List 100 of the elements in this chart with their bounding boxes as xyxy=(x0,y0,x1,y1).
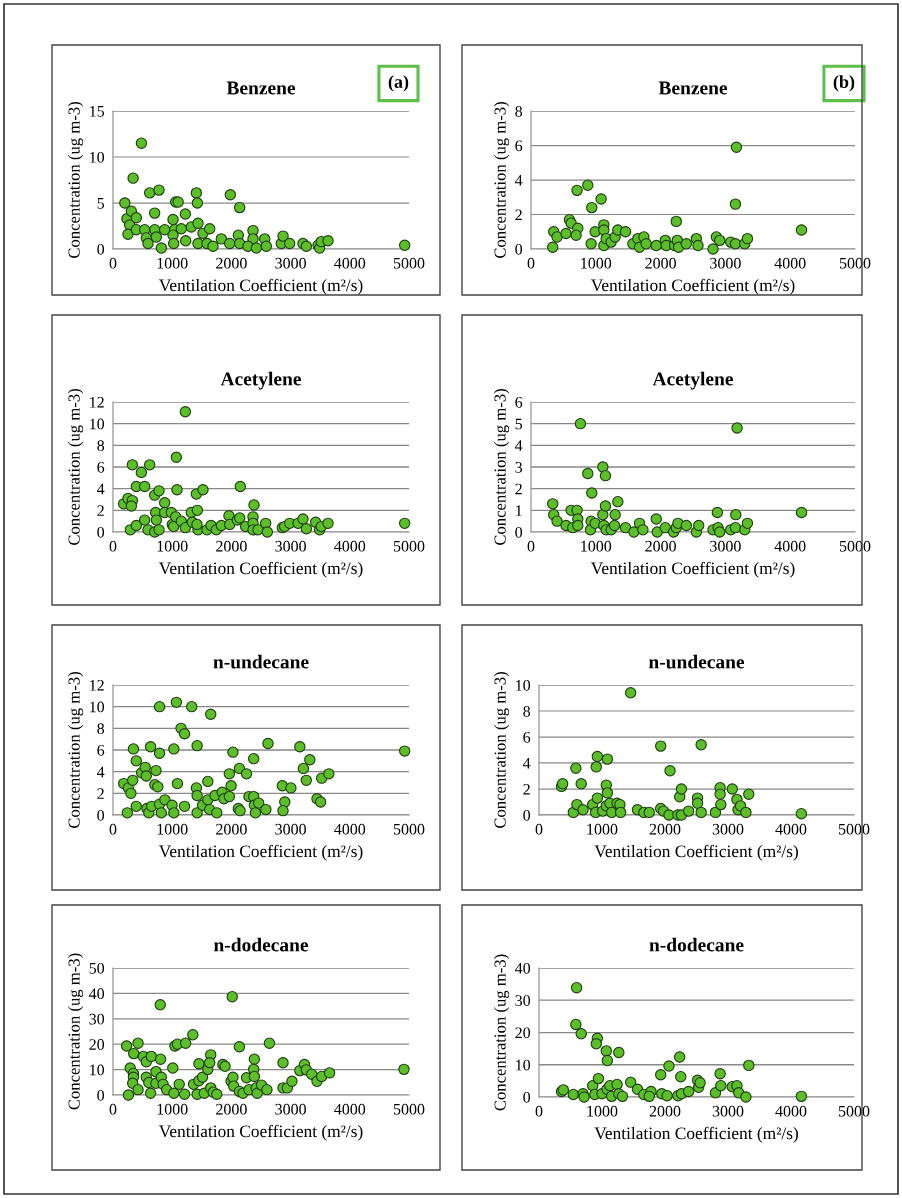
chart-title: Acetylene xyxy=(220,371,301,390)
y-tick-label: 4 xyxy=(514,175,523,186)
x-tick-label: 5000 xyxy=(393,823,425,835)
x-tick-label: 2000 xyxy=(216,257,247,269)
y-tick-label: 2 xyxy=(515,483,522,495)
x-tick-label: 1000 xyxy=(157,823,188,835)
y-tick-label: 0 xyxy=(515,243,523,255)
chart-title: n-undecane xyxy=(213,654,309,669)
x-tick-label: 5000 xyxy=(839,257,871,269)
x-tick-label: 4000 xyxy=(775,1105,807,1117)
x-tick-label: 3000 xyxy=(710,540,741,552)
y-axis-title: Concentration (ug m-3) xyxy=(67,389,84,545)
x-tick-label: 2000 xyxy=(645,540,676,552)
y-tick-label: 0 xyxy=(523,1091,531,1103)
y-tick-label: 1 xyxy=(516,505,522,516)
x-tick-label: 5000 xyxy=(838,1105,870,1117)
x-tick-label: 4000 xyxy=(334,257,366,269)
x-tick-label: 1000 xyxy=(157,1103,188,1115)
y-tick-label: 8 xyxy=(97,723,105,735)
y-tick-label: 5 xyxy=(515,418,523,430)
x-axis-title: Ventilation Coefficient (m²/s) xyxy=(158,278,363,295)
y-tick-label: 2 xyxy=(523,783,530,795)
y-tick-label: 10 xyxy=(90,1064,105,1076)
y-tick-label: 10 xyxy=(516,1059,531,1071)
x-tick-label: 3000 xyxy=(275,1103,306,1115)
y-tick-label: 3 xyxy=(515,461,523,473)
x-tick-label: 1000 xyxy=(581,257,612,269)
x-tick-label: 0 xyxy=(109,823,117,835)
y-tick-label: 40 xyxy=(515,962,531,974)
y-tick-label: 20 xyxy=(515,1027,531,1039)
y-axis-title: Concentration (ug m-3) xyxy=(493,954,510,1111)
y-tick-label: 10 xyxy=(90,418,105,430)
x-axis-title: Ventilation Coefficient (m²/s) xyxy=(590,278,795,295)
y-axis-title: Concentration (ug m-3) xyxy=(493,672,510,828)
x-tick-label: 3000 xyxy=(712,1105,744,1117)
y-tick-label: 50 xyxy=(89,962,105,974)
x-tick-label: 4000 xyxy=(334,540,366,552)
x-tick-label: 0 xyxy=(109,1103,117,1115)
text: (a) xyxy=(388,75,409,92)
x-tick-label: 3000 xyxy=(275,257,306,269)
y-tick-label: 0 xyxy=(97,243,105,255)
y-tick-label: 6 xyxy=(97,744,105,756)
x-tick-label: 0 xyxy=(535,823,543,835)
y-tick-label: 4 xyxy=(514,440,523,451)
x-tick-label: 2000 xyxy=(649,1105,681,1117)
x-tick-label: 1000 xyxy=(581,540,612,552)
x-tick-label: 4000 xyxy=(334,1103,366,1115)
chart-title: Benzene xyxy=(226,81,296,95)
x-tick-label: 3000 xyxy=(275,540,306,552)
y-tick-label: 40 xyxy=(89,988,105,1000)
x-tick-label: 5000 xyxy=(838,823,870,835)
y-tick-label: 4 xyxy=(96,766,105,778)
x-tick-label: 4000 xyxy=(774,257,806,269)
x-tick-label: 2000 xyxy=(216,823,247,835)
y-tick-label: 2 xyxy=(97,505,104,516)
x-tick-label: 2000 xyxy=(649,823,681,835)
y-tick-label: 5 xyxy=(97,198,105,209)
x-axis-title: Ventilation Coefficient (m²/s) xyxy=(594,1126,798,1143)
y-tick-label: 30 xyxy=(515,995,531,1006)
y-axis-title: Concentration (ug m-3) xyxy=(67,672,84,828)
y-tick-label: 8 xyxy=(97,440,105,452)
y-tick-label: 6 xyxy=(523,731,531,743)
x-axis-title: Ventilation Coefficient (m²/s) xyxy=(158,844,363,861)
chart-title: Benzene xyxy=(658,81,728,95)
x-tick-label: 1000 xyxy=(587,823,618,835)
x-tick-label: 2000 xyxy=(645,257,676,269)
x-tick-label: 2000 xyxy=(216,540,247,552)
x-tick-label: 5000 xyxy=(393,1103,425,1115)
y-axis-title: Concentration (ug m-3) xyxy=(67,102,84,258)
y-tick-label: 10 xyxy=(90,151,105,163)
x-tick-label: 0 xyxy=(535,1105,543,1117)
y-tick-label: 30 xyxy=(89,1013,105,1025)
y-tick-label: 8 xyxy=(515,105,523,117)
y-tick-label: 0 xyxy=(523,809,531,821)
text: (b) xyxy=(833,75,855,92)
x-tick-label: 1000 xyxy=(157,257,188,269)
x-axis-title: Ventilation Coefficient (m²/s) xyxy=(594,844,798,861)
x-axis-title: Ventilation Coefficient (m²/s) xyxy=(590,561,795,578)
x-tick-label: 3000 xyxy=(710,257,741,269)
x-tick-label: 5000 xyxy=(839,540,871,552)
x-axis-title: Ventilation Coefficient (m²/s) xyxy=(158,1124,363,1141)
chart-title: n-dodecane xyxy=(213,937,309,952)
y-tick-label: 6 xyxy=(515,140,523,152)
x-tick-label: 4000 xyxy=(775,823,807,835)
y-tick-label: 10 xyxy=(90,701,105,713)
x-tick-label: 2000 xyxy=(216,1103,247,1115)
x-tick-label: 3000 xyxy=(712,823,744,835)
x-tick-label: 3000 xyxy=(275,823,306,835)
y-tick-label: 4 xyxy=(522,758,531,769)
y-axis-title: Concentration (ug m-3) xyxy=(493,102,510,258)
x-tick-label: 0 xyxy=(109,540,117,552)
y-tick-label: 0 xyxy=(515,526,523,538)
chart-title: n-dodecane xyxy=(649,937,744,952)
y-tick-label: 20 xyxy=(89,1039,105,1050)
x-tick-label: 1000 xyxy=(157,540,188,552)
y-tick-label: 2 xyxy=(515,209,522,221)
x-tick-label: 4000 xyxy=(334,823,366,835)
x-tick-label: 5000 xyxy=(393,540,425,552)
y-axis-title: Concentration (ug m-3) xyxy=(67,953,84,1110)
chart-title: Acetylene xyxy=(652,371,733,390)
